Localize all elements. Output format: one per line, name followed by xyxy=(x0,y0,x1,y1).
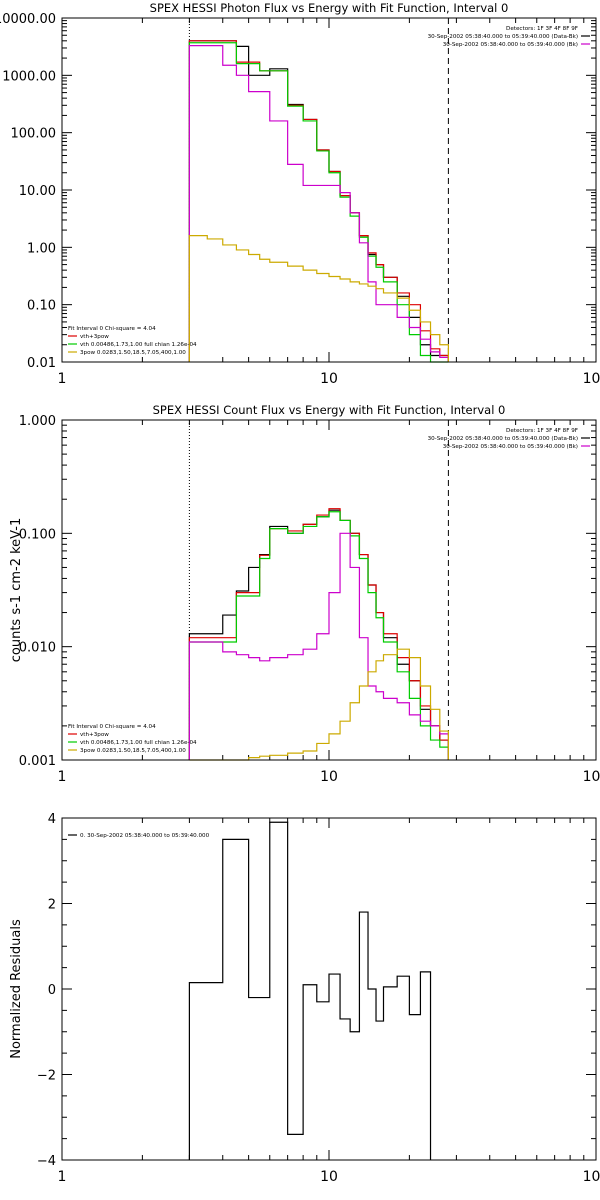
y-tick-label: 4 xyxy=(48,812,56,827)
legend-text: vth 0.00486,1.73,1.00 full chian 1.26e-0… xyxy=(80,342,197,348)
y-tick-label: −2 xyxy=(37,1069,56,1084)
series-line xyxy=(188,509,449,760)
plot-frame xyxy=(61,17,597,363)
series-line xyxy=(188,42,449,363)
y-tick-label: 0.001 xyxy=(19,754,56,769)
x-tick-label: 10 xyxy=(320,1169,338,1185)
x-tick-label: 10 xyxy=(320,371,338,387)
x-tick-label: 1 xyxy=(58,769,67,785)
x-tick-label: 10 xyxy=(320,769,338,785)
series-line xyxy=(188,511,449,760)
y-tick-label: 1000.00 xyxy=(2,69,56,84)
y-tick-label: 0.10 xyxy=(27,299,56,314)
residuals-panel: Normalized Residuals 1 10 100 −4 −2 0 2 4 0. 30-S… xyxy=(9,812,600,1185)
legend-text: 3pow 0.0283,1.50,18.5,7.05,400,1.00 xyxy=(80,350,186,356)
y-tick-label: 1.000 xyxy=(19,414,56,429)
legend-text: 3pow 0.0283,1.50,18.5,7.05,400,1.00 xyxy=(80,748,186,754)
x-tick-label: 1 xyxy=(58,371,67,387)
info-text: 30-Sep-2002 05:38:40.000 to 05:39:40.000… xyxy=(428,436,578,442)
y-tick-label: 0.100 xyxy=(19,527,56,542)
info-text: 30-Sep-2002 05:38:40.000 to 05:39:40.000… xyxy=(443,42,578,48)
x-tick-label: 100 xyxy=(583,371,600,387)
y-tick-label: 0.01 xyxy=(27,356,56,371)
x-tick-label: 100 xyxy=(583,1169,600,1185)
legend-text: 0. 30-Sep-2002 05:38:40.000 to 05:39:40.… xyxy=(80,833,210,839)
info-text: 30-Sep-2002 05:38:40.000 to 05:39:40.000… xyxy=(443,444,578,450)
legend-text: Fit Interval 0 Chi-square = 4.04 xyxy=(68,326,156,332)
y-axis-label: counts s-1 cm-2 keV-1 xyxy=(9,518,24,663)
legend-text: Fit Interval 0 Chi-square = 4.04 xyxy=(68,724,156,730)
y-tick-label: 100.00 xyxy=(11,127,57,142)
info-text: Detectors: 1F 3F 4F 8F 9F xyxy=(506,428,578,434)
series-line xyxy=(188,532,449,760)
x-tick-label: 1 xyxy=(58,1169,67,1185)
y-axis-label: Normalized Residuals xyxy=(9,919,24,1059)
chart-title: SPEX HESSI Photon Flux vs Energy with Fi… xyxy=(150,1,509,15)
y-tick-label: 0.010 xyxy=(19,641,56,656)
legend-text: vth+3pow xyxy=(80,334,109,340)
y-tick-label: −4 xyxy=(37,1154,56,1169)
photon-flux-panel: SPEX HESSI Photon Flux vs Energy with Fi… xyxy=(0,1,600,387)
count-flux-panel: SPEX HESSI Count Flux vs Energy with Fit… xyxy=(9,403,600,785)
y-tick-label: 0 xyxy=(48,983,56,998)
legend-text: vth+3pow xyxy=(80,732,109,738)
plot-frame xyxy=(61,817,597,1161)
y-tick-label: 10.00 xyxy=(19,184,56,199)
y-tick-label: 1.00 xyxy=(27,241,56,256)
y-tick-label: 2 xyxy=(48,898,56,913)
x-tick-label: 100 xyxy=(583,769,600,785)
info-text: Detectors: 1F 3F 4F 8F 9F xyxy=(506,26,578,32)
series-line xyxy=(188,45,449,362)
series-line xyxy=(188,821,432,1160)
chart-title: SPEX HESSI Count Flux vs Energy with Fit… xyxy=(153,403,506,417)
y-tick-label: 10000.00 xyxy=(0,12,56,27)
series-line xyxy=(188,235,449,362)
info-text: 30-Sep-2002 05:38:40.000 to 05:39:40.000… xyxy=(428,34,578,40)
series-line xyxy=(189,648,449,761)
legend-text: vth 0.00486,1.73,1.00 full chian 1.26e-0… xyxy=(80,740,197,746)
plot-frame xyxy=(61,419,597,761)
